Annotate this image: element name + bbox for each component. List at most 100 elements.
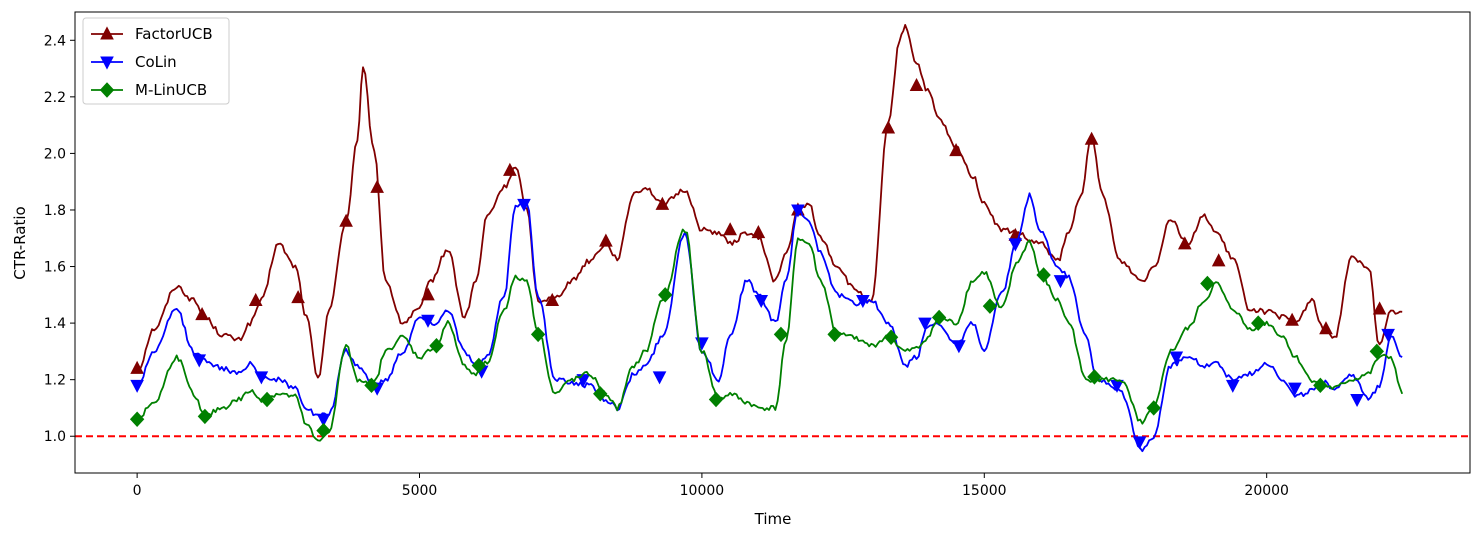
data-point-colin	[1169, 351, 1184, 365]
plot-area	[74, 11, 1471, 474]
data-point-m-linucb	[1369, 343, 1384, 360]
x-tick-label: 20000	[1244, 483, 1289, 499]
data-point-m-linucb	[364, 377, 379, 394]
y-tick-label: 1.2	[44, 373, 66, 389]
data-point-m-linucb	[1036, 267, 1051, 283]
series-m-linucb-group	[129, 228, 1404, 442]
data-point-colin	[316, 413, 331, 427]
data-point-m-linucb	[1146, 400, 1161, 416]
data-point-factorucb	[751, 225, 766, 239]
plot-frame	[74, 11, 1471, 474]
data-point-m-linucb	[1200, 275, 1215, 292]
legend-label: CoLin	[135, 53, 177, 71]
data-point-colin	[1053, 275, 1068, 289]
x-tick-label: 15000	[962, 483, 1007, 499]
x-axis: 0 5000 10000 15000 20000	[133, 473, 1289, 499]
data-point-colin	[856, 294, 870, 309]
data-point-factorucb	[723, 222, 737, 236]
data-point-factorucb	[370, 179, 384, 193]
data-point-colin	[517, 198, 531, 212]
data-point-colin	[1288, 382, 1302, 396]
x-tick-label: 10000	[680, 483, 725, 499]
y-tick-label: 1.0	[44, 429, 66, 445]
x-axis-title: Time	[754, 510, 792, 528]
legend-label: M-LinUCB	[135, 81, 207, 99]
data-point-factorucb	[881, 120, 896, 134]
data-point-colin	[130, 379, 144, 393]
data-point-factorucb	[248, 292, 263, 306]
data-point-colin	[754, 294, 769, 309]
y-tick-label: 2.2	[44, 90, 66, 106]
legend-marker	[100, 56, 114, 70]
data-point-factorucb	[195, 307, 209, 321]
data-point-m-linucb	[593, 386, 608, 402]
data-point-m-linucb	[530, 326, 546, 343]
series-factorucb-group	[130, 24, 1403, 379]
data-point-colin	[952, 340, 966, 354]
legend-marker	[100, 26, 114, 40]
y-tick-label: 1.8	[44, 203, 66, 219]
data-point-colin	[421, 314, 435, 328]
y-axis-title: CTR-Ratio	[11, 206, 29, 279]
x-tick-label: 0	[133, 483, 142, 499]
legend: FactorUCB CoLin M-LinUCB	[82, 17, 230, 105]
data-point-factorucb	[949, 143, 963, 157]
data-point-colin	[1225, 379, 1240, 393]
data-point-factorucb	[545, 292, 560, 306]
data-point-factorucb	[1319, 321, 1333, 335]
series-line-factorucb	[136, 24, 1403, 379]
data-point-m-linucb	[129, 411, 145, 427]
data-point-factorucb	[1372, 301, 1387, 315]
data-point-m-linucb	[982, 298, 998, 314]
data-point-colin	[1008, 238, 1023, 252]
data-point-colin	[192, 354, 207, 368]
data-point-m-linucb	[883, 329, 899, 345]
data-point-m-linucb	[429, 337, 444, 354]
data-point-m-linucb	[1087, 369, 1102, 385]
data-point-factorucb	[1084, 131, 1099, 145]
series-line-colin	[136, 192, 1403, 453]
y-tick-label: 2.4	[44, 33, 66, 49]
data-point-colin	[254, 371, 269, 385]
data-point-m-linucb	[471, 357, 486, 374]
y-axis: 1.0 1.2 1.4 1.6 1.8 2.0 2.2 2.4	[44, 33, 75, 445]
data-point-m-linucb	[708, 391, 724, 408]
data-point-m-linucb	[931, 309, 947, 326]
data-point-colin	[791, 204, 805, 218]
data-point-factorucb	[599, 233, 613, 247]
legend-label: FactorUCB	[135, 25, 213, 43]
data-point-m-linucb	[259, 391, 275, 408]
y-tick-label: 1.6	[44, 260, 66, 276]
series-colin-group	[130, 192, 1403, 453]
data-point-m-linucb	[658, 287, 673, 303]
data-point-m-linucb	[773, 326, 789, 343]
data-point-m-linucb	[1313, 377, 1328, 394]
data-point-m-linucb	[1251, 315, 1266, 331]
series-line-m-linucb	[137, 228, 1404, 442]
data-point-factorucb	[1285, 312, 1299, 326]
data-point-factorucb	[655, 196, 670, 210]
data-point-colin	[652, 371, 667, 385]
data-point-colin	[1381, 328, 1395, 342]
data-point-factorucb	[909, 77, 924, 92]
legend-box	[82, 17, 230, 105]
data-point-m-linucb	[197, 408, 213, 425]
data-point-m-linucb	[827, 326, 842, 343]
data-point-factorucb	[339, 213, 353, 227]
legend-marker	[99, 82, 115, 98]
data-point-factorucb	[421, 287, 435, 301]
data-point-m-linucb	[316, 422, 331, 439]
data-point-factorucb	[130, 360, 144, 374]
x-tick-label: 5000	[402, 483, 438, 499]
data-point-colin	[1132, 436, 1147, 450]
data-point-factorucb	[291, 290, 305, 304]
y-tick-label: 1.4	[44, 316, 66, 332]
y-tick-label: 2.0	[44, 146, 66, 162]
data-point-factorucb	[1211, 253, 1226, 267]
data-point-factorucb	[1177, 236, 1192, 250]
data-point-colin	[918, 317, 932, 331]
data-point-colin	[1350, 393, 1364, 408]
data-point-factorucb	[503, 162, 517, 176]
